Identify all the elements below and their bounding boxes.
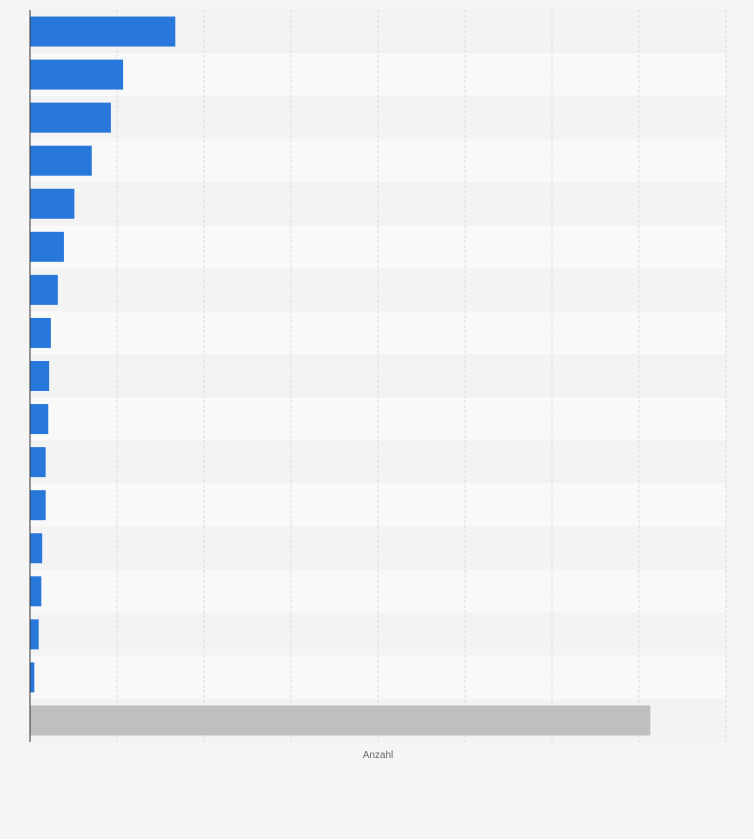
row-band (30, 397, 726, 441)
row-band (30, 268, 726, 312)
bar[interactable] (30, 231, 64, 262)
row-band (30, 53, 726, 97)
bar[interactable] (30, 145, 92, 176)
bar[interactable] (30, 59, 124, 90)
bar[interactable] (30, 533, 43, 564)
x-axis-title: Anzahl (363, 750, 394, 761)
x-gridlines (116, 10, 727, 742)
bar[interactable] (30, 619, 39, 650)
bar[interactable] (30, 16, 176, 47)
row-band (30, 526, 726, 570)
row-band (30, 182, 726, 226)
bar[interactable] (30, 404, 49, 435)
bar[interactable] (30, 662, 35, 693)
bar[interactable] (30, 705, 651, 736)
bar[interactable] (30, 447, 46, 478)
bars (30, 16, 651, 736)
bar[interactable] (30, 361, 50, 391)
row-band (30, 612, 726, 656)
bar[interactable] (30, 576, 42, 607)
bar[interactable] (30, 490, 46, 521)
bar[interactable] (30, 102, 111, 133)
bar[interactable] (30, 317, 51, 348)
bar[interactable] (30, 188, 75, 219)
bar[interactable] (30, 274, 58, 305)
